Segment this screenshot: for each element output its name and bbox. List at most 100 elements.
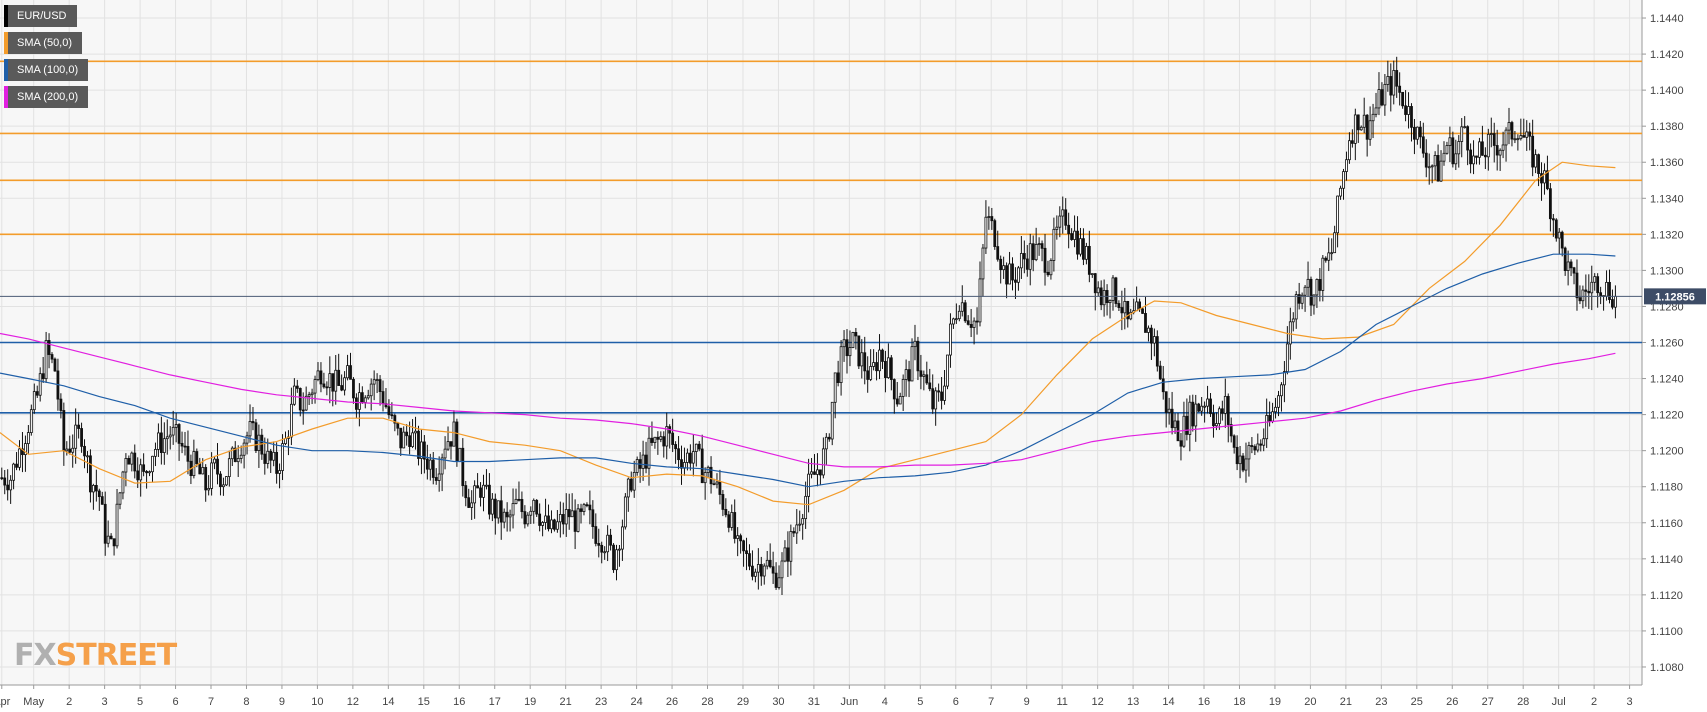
candle-bear <box>1158 365 1162 380</box>
candle-bull <box>570 510 574 518</box>
candle-bear <box>1410 106 1413 128</box>
candle-bull <box>878 349 881 372</box>
candle-bear <box>41 373 45 380</box>
candle-bull <box>496 500 500 519</box>
candle-bear <box>100 496 104 505</box>
candle-bull <box>1283 371 1286 386</box>
candle-bear <box>59 398 63 411</box>
candle-bear <box>727 514 731 528</box>
candle-bear <box>479 487 482 498</box>
candle-bull <box>972 320 976 328</box>
candle-bear <box>1483 154 1487 158</box>
candle-bear <box>1466 126 1470 151</box>
candle-bull <box>1336 195 1339 234</box>
candle-bull <box>210 462 214 489</box>
candle-bear <box>1150 327 1153 344</box>
candle-bear <box>431 459 435 478</box>
candle-bull <box>1486 133 1490 158</box>
candle-bull <box>1513 138 1517 141</box>
candle-bear <box>612 544 615 571</box>
legend-label: SMA (100,0) <box>17 64 79 76</box>
candle-bull <box>124 458 128 473</box>
candle-bear <box>1229 424 1233 437</box>
candle-bull <box>242 442 246 456</box>
candle-bear <box>733 512 737 539</box>
candle-bear <box>47 340 51 355</box>
candle-bear <box>629 478 633 491</box>
candle-bull <box>756 564 760 573</box>
candle-bear <box>109 535 113 540</box>
candle-bull <box>313 379 317 394</box>
candle-bear <box>567 509 571 518</box>
candle-bull <box>555 521 559 530</box>
candle-bear <box>275 451 279 474</box>
x-tick-label: 29 <box>737 696 749 708</box>
candle-bear <box>1138 301 1141 310</box>
candle-bull <box>798 523 802 526</box>
legend-swatch <box>4 86 8 108</box>
candle-bull <box>1415 126 1419 140</box>
candle-bull <box>1002 265 1006 271</box>
candle-bull <box>24 443 27 456</box>
candle-bear <box>159 432 163 453</box>
candle-bear <box>405 431 409 437</box>
candle-bull <box>715 481 719 485</box>
candle-bear <box>650 437 654 443</box>
candle-bull <box>984 216 988 249</box>
candle-bull <box>1256 443 1260 451</box>
candle-bull <box>1034 243 1038 261</box>
candle-bear <box>136 470 140 481</box>
candle-bear <box>1451 137 1455 165</box>
candle-bull <box>1321 257 1325 291</box>
candle-bear <box>301 409 305 412</box>
candle-bull <box>1200 405 1204 412</box>
candle-bull <box>804 495 808 520</box>
candle-bear <box>969 324 973 328</box>
x-tick-label: Jul <box>1552 696 1566 708</box>
candle-bear <box>813 471 816 475</box>
candle-bear <box>712 483 716 486</box>
x-tick-label: 14 <box>382 696 394 708</box>
candle-bear <box>1540 173 1543 184</box>
candle-bull <box>653 436 657 443</box>
candle-bear <box>1155 336 1159 367</box>
legend-label: EUR/USD <box>17 10 67 22</box>
x-tick-label: 12 <box>1091 696 1103 708</box>
candle-bull <box>1167 408 1171 413</box>
x-tick-label: 30 <box>772 696 784 708</box>
candle-bear <box>889 357 893 380</box>
candle-bull <box>833 372 837 403</box>
legend-item-sma200: SMA (200,0) <box>4 86 89 108</box>
candle-bull <box>821 448 825 476</box>
candle-bull <box>157 432 160 450</box>
candle-bear <box>35 391 39 396</box>
candle-bull <box>1339 187 1342 197</box>
candle-bear <box>1492 133 1496 146</box>
candle-bear <box>1161 378 1165 393</box>
candle-bull <box>1315 279 1319 296</box>
candle-bull <box>1392 70 1396 96</box>
candle-bear <box>1522 135 1526 138</box>
candle-bear <box>355 397 358 410</box>
candle-bear <box>1537 154 1540 174</box>
candle-bull <box>1525 131 1529 138</box>
candle-bear <box>774 572 778 588</box>
candle-bull <box>526 514 530 525</box>
candle-bear <box>875 362 878 372</box>
candle-bull <box>934 390 938 410</box>
candle-bear <box>216 458 219 475</box>
candle-bear <box>644 454 648 469</box>
candle-bull <box>898 396 902 405</box>
candle-bear <box>1599 292 1603 297</box>
candle-bear <box>449 441 453 447</box>
candle-bear <box>517 498 521 501</box>
candle-bull <box>1460 126 1464 142</box>
candle-bull <box>227 458 231 477</box>
candle-bull <box>1342 171 1345 189</box>
candle-bear <box>1250 445 1254 447</box>
candle-bear <box>718 481 722 495</box>
candle-bull <box>1288 321 1292 345</box>
candle-bear <box>1268 415 1272 422</box>
x-tick-label: 25 <box>1411 696 1423 708</box>
legend-swatch <box>4 32 8 54</box>
